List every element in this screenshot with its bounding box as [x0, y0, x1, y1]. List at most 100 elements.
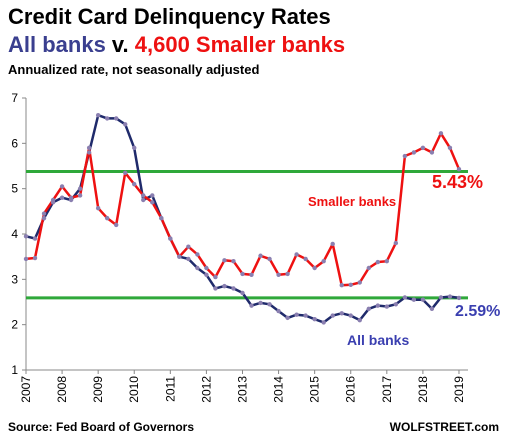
all-banks-point: [321, 320, 326, 325]
smaller-banks-point: [23, 256, 29, 262]
x-axis-ticks: 2007 2008 2009 2010 2011 2012 2013 2014 2015 2016…: [19, 370, 466, 403]
smaller-banks-point: [186, 244, 191, 249]
smaller-banks-point: [95, 205, 101, 211]
all-banks-point: [312, 317, 317, 322]
x-tick-label: 2013: [235, 376, 249, 403]
chart-title: Credit Card Delinquency Rates: [8, 4, 331, 29]
smaller-banks-point: [321, 259, 326, 264]
y-tick-label: 5: [11, 182, 18, 196]
x-tick-label: 2007: [19, 376, 33, 403]
y-tick-label: 6: [11, 136, 18, 150]
smaller-banks-point: [77, 193, 83, 198]
all-banks-point: [86, 150, 92, 155]
smaller-banks-point: [114, 222, 119, 228]
all-banks-point: [276, 308, 281, 314]
all-banks-point: [195, 265, 200, 271]
all-banks-point: [123, 122, 128, 127]
smaller-banks-point: [429, 150, 435, 155]
smaller-banks-point: [150, 200, 155, 205]
smaller-banks-point: [402, 153, 408, 159]
all-banks-point: [384, 304, 390, 309]
all-banks-point: [186, 256, 191, 262]
y-tick-label: 2: [11, 318, 18, 332]
all-banks-point: [456, 295, 462, 301]
all-banks-point: [447, 294, 453, 299]
source-note: Source: Fed Board of Governors: [8, 420, 195, 434]
all-banks-point: [411, 297, 417, 302]
x-tick-label: 2016: [344, 376, 358, 403]
all-banks-point: [213, 286, 218, 291]
smaller-banks-point: [330, 241, 335, 247]
subtitle-versus: v.: [105, 32, 135, 57]
smaller-banks-point: [168, 236, 173, 241]
all-banks-point: [348, 313, 353, 318]
y-tick-label: 4: [11, 227, 18, 241]
smaller-banks-point: [68, 195, 74, 200]
smaller-banks-point: [222, 258, 227, 263]
y-tick-label: 1: [11, 363, 18, 377]
smaller-banks-point: [123, 170, 128, 175]
smaller-banks-point: [276, 272, 281, 277]
smaller-banks-line: [25, 132, 461, 287]
all-banks-point: [141, 197, 146, 203]
brand-watermark: WOLFSTREET.com: [389, 420, 499, 434]
all-banks-point: [393, 302, 399, 307]
all-banks-point: [402, 295, 408, 300]
smaller-banks-point: [375, 259, 380, 265]
smaller-banks-point: [86, 145, 92, 151]
all-banks-point: [258, 300, 263, 306]
smaller-banks-point: [59, 184, 65, 189]
all-banks-point: [330, 313, 335, 318]
x-tick-label: 2010: [127, 376, 141, 403]
all-banks-point: [59, 195, 65, 200]
all-banks-point: [294, 312, 299, 317]
all-banks-point: [95, 113, 101, 118]
smaller-banks-point: [204, 265, 209, 271]
smaller-banks-point: [231, 259, 236, 264]
series-group: [23, 113, 462, 325]
smaller-banks-point: [312, 265, 317, 271]
smaller-banks-point: [267, 256, 272, 262]
all-banks-point: [41, 215, 47, 221]
all-banks-point: [438, 295, 444, 300]
smaller-banks-point: [357, 280, 362, 285]
chart-note: Annualized rate, not seasonally adjusted: [8, 62, 260, 77]
x-tick-label: 2012: [199, 376, 213, 403]
smaller-banks-point: [393, 240, 399, 246]
smaller-banks-point: [384, 259, 390, 264]
all-banks-point: [132, 145, 137, 151]
all-banks-point: [267, 302, 272, 307]
x-tick-label: 2017: [380, 376, 394, 403]
smaller-banks-point: [366, 265, 371, 271]
smaller-banks-point: [258, 253, 263, 258]
y-tick-label: 7: [11, 91, 18, 105]
all-banks-point: [420, 297, 426, 302]
all-banks-point: [104, 116, 110, 121]
subtitle-smaller-banks: 4,600 Smaller banks: [134, 32, 346, 57]
all-banks-point: [231, 286, 236, 291]
all-banks-point: [32, 236, 38, 241]
all-banks-point: [375, 303, 380, 308]
all-banks-point: [204, 272, 209, 277]
smaller-banks-point: [159, 215, 164, 221]
smaller-banks-point: [240, 271, 245, 277]
all-banks-point: [222, 283, 227, 289]
smaller-banks-point: [32, 255, 38, 261]
all-banks-point: [114, 116, 119, 121]
all-banks-point: [285, 315, 290, 321]
x-tick-label: 2019: [452, 376, 466, 403]
all-banks-point: [150, 193, 155, 198]
all-banks-point: [240, 290, 245, 296]
x-tick-label: 2011: [163, 376, 177, 402]
x-tick-label: 2008: [55, 376, 69, 403]
all-banks-point: [77, 186, 83, 191]
all-banks-point: [339, 311, 344, 316]
smaller-banks-point: [294, 252, 299, 257]
smaller-banks-point: [195, 252, 200, 257]
smaller-banks-point: [285, 271, 290, 277]
all-banks-last-value: 2.59%: [455, 303, 500, 320]
smaller-banks-point: [456, 166, 462, 172]
smaller-banks-label: Smaller banks: [308, 194, 396, 209]
x-tick-label: 2009: [91, 376, 105, 403]
